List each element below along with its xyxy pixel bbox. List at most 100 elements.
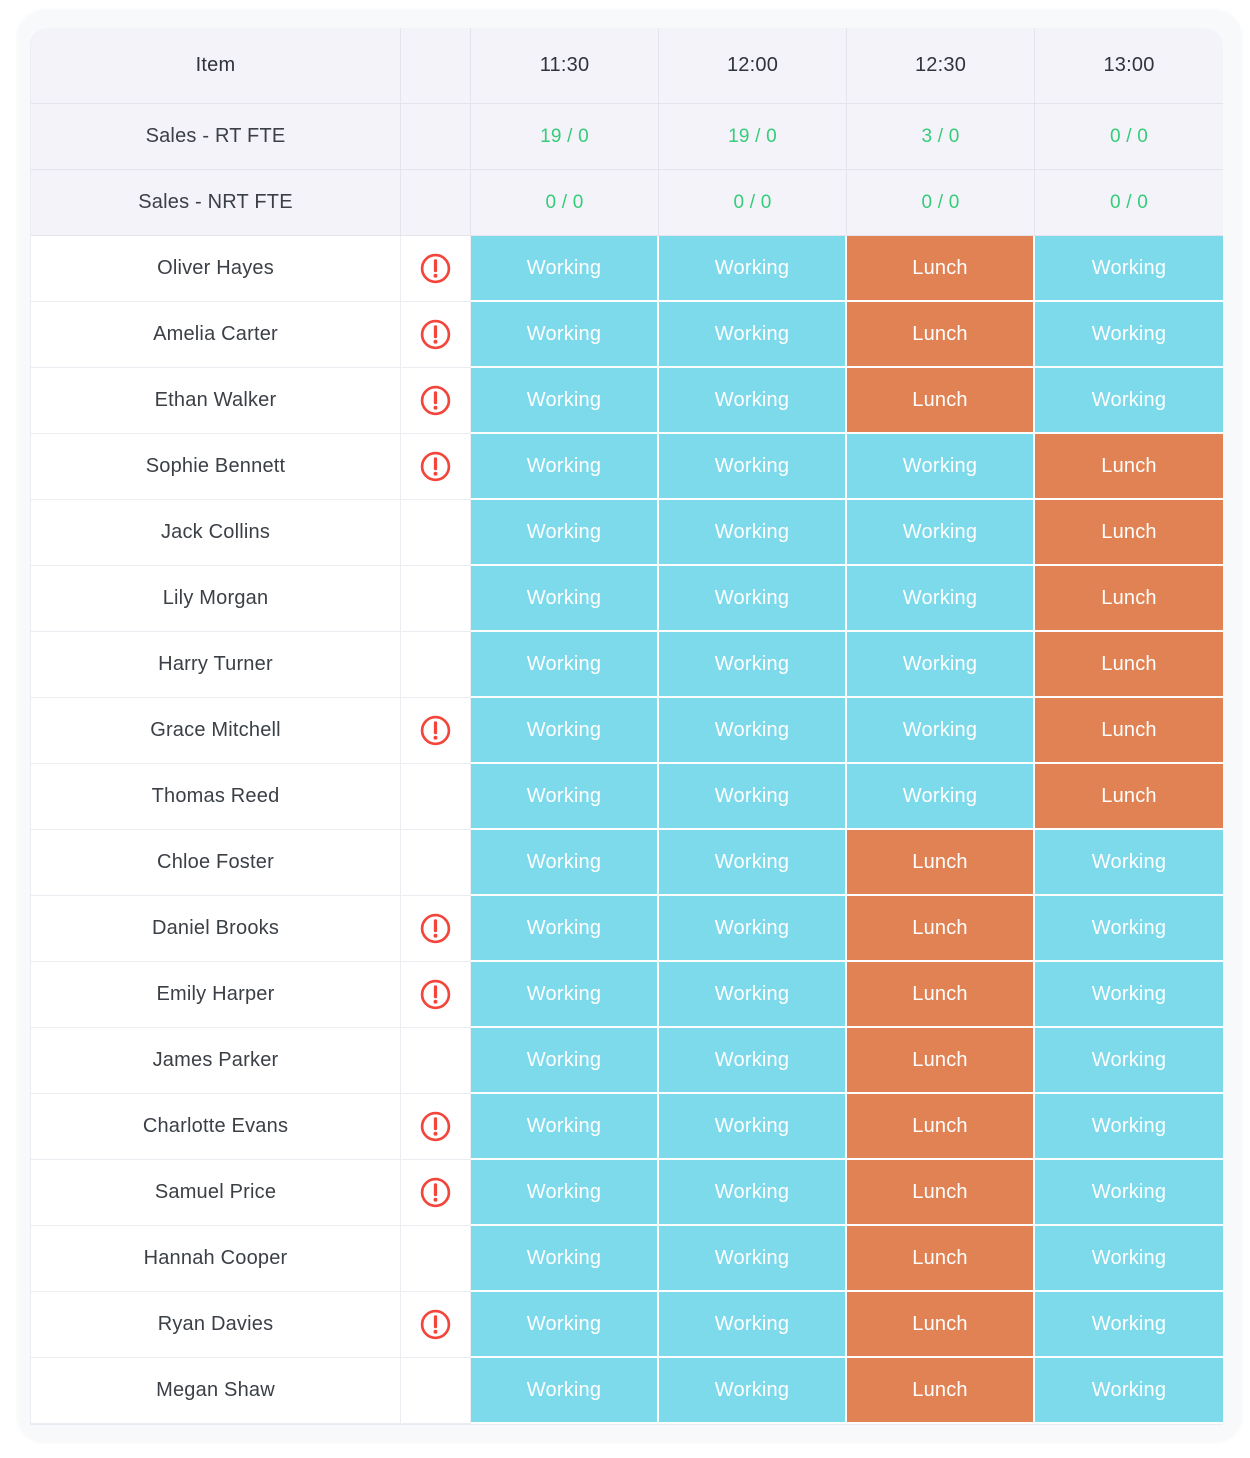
shift-cell[interactable]: Working [659,566,847,632]
shift-cell[interactable]: Working [1035,368,1223,434]
shift-cell[interactable]: Working [659,500,847,566]
shift-cell[interactable]: Working [1035,830,1223,896]
shift-cell[interactable]: Working [1035,896,1223,962]
shift-cell[interactable]: Lunch [1035,500,1223,566]
shift-cell[interactable]: Working [471,1094,659,1160]
shift-cell[interactable]: Working [1035,236,1223,302]
shift-cell[interactable]: Working [659,962,847,1028]
shift-cell[interactable]: Working [471,962,659,1028]
shift-cell[interactable]: Working [1035,1094,1223,1160]
shift-cell[interactable]: Working [847,500,1035,566]
warning-cell [401,236,471,302]
shift-cell[interactable]: Working [659,698,847,764]
shift-cell[interactable]: Lunch [1035,764,1223,830]
summary-value: 0 / 0 [471,170,659,236]
shift-cell[interactable]: Lunch [1035,434,1223,500]
shift-cell[interactable]: Working [847,566,1035,632]
shift-cell[interactable]: Lunch [847,302,1035,368]
summary-warning-cell [401,104,471,170]
shift-cell[interactable]: Lunch [847,962,1035,1028]
shift-cell[interactable]: Working [471,236,659,302]
employee-name: Chloe Foster [31,830,401,896]
shift-cell[interactable]: Lunch [1035,566,1223,632]
employee-name: Sophie Bennett [31,434,401,500]
warning-icon[interactable] [419,450,452,483]
employee-name: Daniel Brooks [31,896,401,962]
shift-cell[interactable]: Working [471,1358,659,1424]
shift-cell[interactable]: Working [1035,1028,1223,1094]
shift-cell[interactable]: Working [659,896,847,962]
shift-cell[interactable]: Working [1035,962,1223,1028]
shift-cell[interactable]: Working [1035,1358,1223,1424]
shift-cell[interactable]: Lunch [847,1226,1035,1292]
shift-cell[interactable]: Working [659,302,847,368]
shift-cell[interactable]: Working [1035,1292,1223,1358]
shift-cell[interactable]: Lunch [847,1094,1035,1160]
shift-cell[interactable]: Lunch [847,1292,1035,1358]
shift-cell[interactable]: Lunch [847,1358,1035,1424]
shift-cell[interactable]: Working [471,698,659,764]
shift-cell[interactable]: Working [471,1160,659,1226]
warning-icon[interactable] [419,252,452,285]
warning-cell [401,1160,471,1226]
shift-cell[interactable]: Lunch [847,830,1035,896]
shift-cell[interactable]: Working [659,1226,847,1292]
shift-cell[interactable]: Working [659,1094,847,1160]
shift-cell[interactable]: Working [847,698,1035,764]
shift-cell[interactable]: Lunch [847,1160,1035,1226]
shift-cell[interactable]: Working [471,896,659,962]
shift-cell[interactable]: Working [1035,1160,1223,1226]
summary-value: 0 / 0 [659,170,847,236]
shift-cell[interactable]: Working [847,434,1035,500]
shift-cell[interactable]: Working [659,632,847,698]
shift-cell[interactable]: Working [471,500,659,566]
shift-cell[interactable]: Working [659,368,847,434]
summary-value: 3 / 0 [847,104,1035,170]
shift-cell[interactable]: Lunch [1035,698,1223,764]
shift-cell[interactable]: Working [471,368,659,434]
shift-cell[interactable]: Lunch [847,368,1035,434]
shift-cell[interactable]: Working [847,632,1035,698]
shift-cell[interactable]: Working [659,1160,847,1226]
shift-cell[interactable]: Lunch [847,1028,1035,1094]
shift-cell[interactable]: Lunch [1035,632,1223,698]
warning-icon[interactable] [419,1176,452,1209]
shift-cell[interactable]: Working [471,764,659,830]
warning-cell [401,1094,471,1160]
shift-cell[interactable]: Working [1035,1226,1223,1292]
shift-cell[interactable]: Working [659,830,847,896]
warning-icon[interactable] [419,714,452,747]
warning-icon[interactable] [419,384,452,417]
summary-row-label: Sales - RT FTE [31,104,401,170]
shift-cell[interactable]: Working [659,764,847,830]
shift-cell[interactable]: Working [471,1028,659,1094]
shift-cell[interactable]: Working [1035,302,1223,368]
employee-name: James Parker [31,1028,401,1094]
employee-name: Amelia Carter [31,302,401,368]
shift-cell[interactable]: Working [471,1292,659,1358]
shift-cell[interactable]: Working [471,632,659,698]
shift-cell[interactable]: Working [659,1028,847,1094]
shift-cell[interactable]: Working [847,764,1035,830]
shift-cell[interactable]: Working [471,1226,659,1292]
shift-cell[interactable]: Working [471,302,659,368]
warning-icon[interactable] [419,318,452,351]
summary-value: 0 / 0 [1035,104,1223,170]
shift-cell[interactable]: Working [659,1292,847,1358]
employee-name: Megan Shaw [31,1358,401,1424]
shift-cell[interactable]: Working [471,830,659,896]
warning-icon[interactable] [419,912,452,945]
warning-icon[interactable] [419,978,452,1011]
shift-cell[interactable]: Working [659,1358,847,1424]
warning-icon[interactable] [419,1308,452,1341]
shift-cell[interactable]: Working [659,236,847,302]
warning-icon[interactable] [419,1110,452,1143]
shift-cell[interactable]: Working [471,434,659,500]
employee-name: Oliver Hayes [31,236,401,302]
column-header-time-1200: 12:00 [659,28,847,104]
shift-cell[interactable]: Working [659,434,847,500]
employee-name: Samuel Price [31,1160,401,1226]
shift-cell[interactable]: Working [471,566,659,632]
shift-cell[interactable]: Lunch [847,896,1035,962]
shift-cell[interactable]: Lunch [847,236,1035,302]
